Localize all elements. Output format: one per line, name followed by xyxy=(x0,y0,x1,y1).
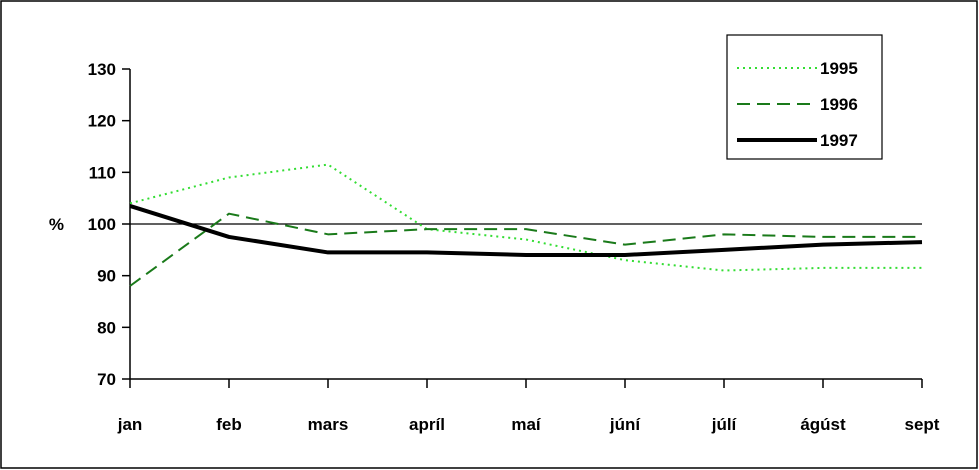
x-tick-label: feb xyxy=(216,415,242,434)
legend-label-1996: 1996 xyxy=(820,95,858,114)
axes: 70 80 90 100 110 120 130% jan feb mars apríl maí jún… xyxy=(49,60,940,434)
y-tick-label: 130 xyxy=(88,60,116,79)
y-tick-label: 110 xyxy=(89,163,116,182)
series-lines xyxy=(129,163,923,287)
legend-label-1995: 1995 xyxy=(820,59,858,78)
x-tick-label: maí xyxy=(511,415,542,434)
legend: 1995 1996 1997 xyxy=(726,34,883,160)
x-tick-label: mars xyxy=(308,415,349,434)
x-tick-label: jan xyxy=(117,415,143,434)
y-tick-label: 80 xyxy=(97,318,116,337)
x-tick-label: júní xyxy=(609,415,641,434)
y-tick-label: 90 xyxy=(97,267,116,286)
y-axis-label: % xyxy=(49,215,64,234)
series-line-1996 xyxy=(129,212,922,287)
x-tick-label: ágúst xyxy=(800,415,846,434)
x-tick-label: apríl xyxy=(409,415,445,434)
x-tick-label: sept xyxy=(905,415,940,434)
x-tick-label: júlí xyxy=(711,415,738,434)
y-tick-label: 100 xyxy=(88,215,116,234)
legend-label-1997: 1997 xyxy=(820,131,858,150)
y-tick-label: 70 xyxy=(97,370,116,389)
series-line-1997 xyxy=(129,204,923,257)
y-tick-label: 120 xyxy=(88,112,116,131)
